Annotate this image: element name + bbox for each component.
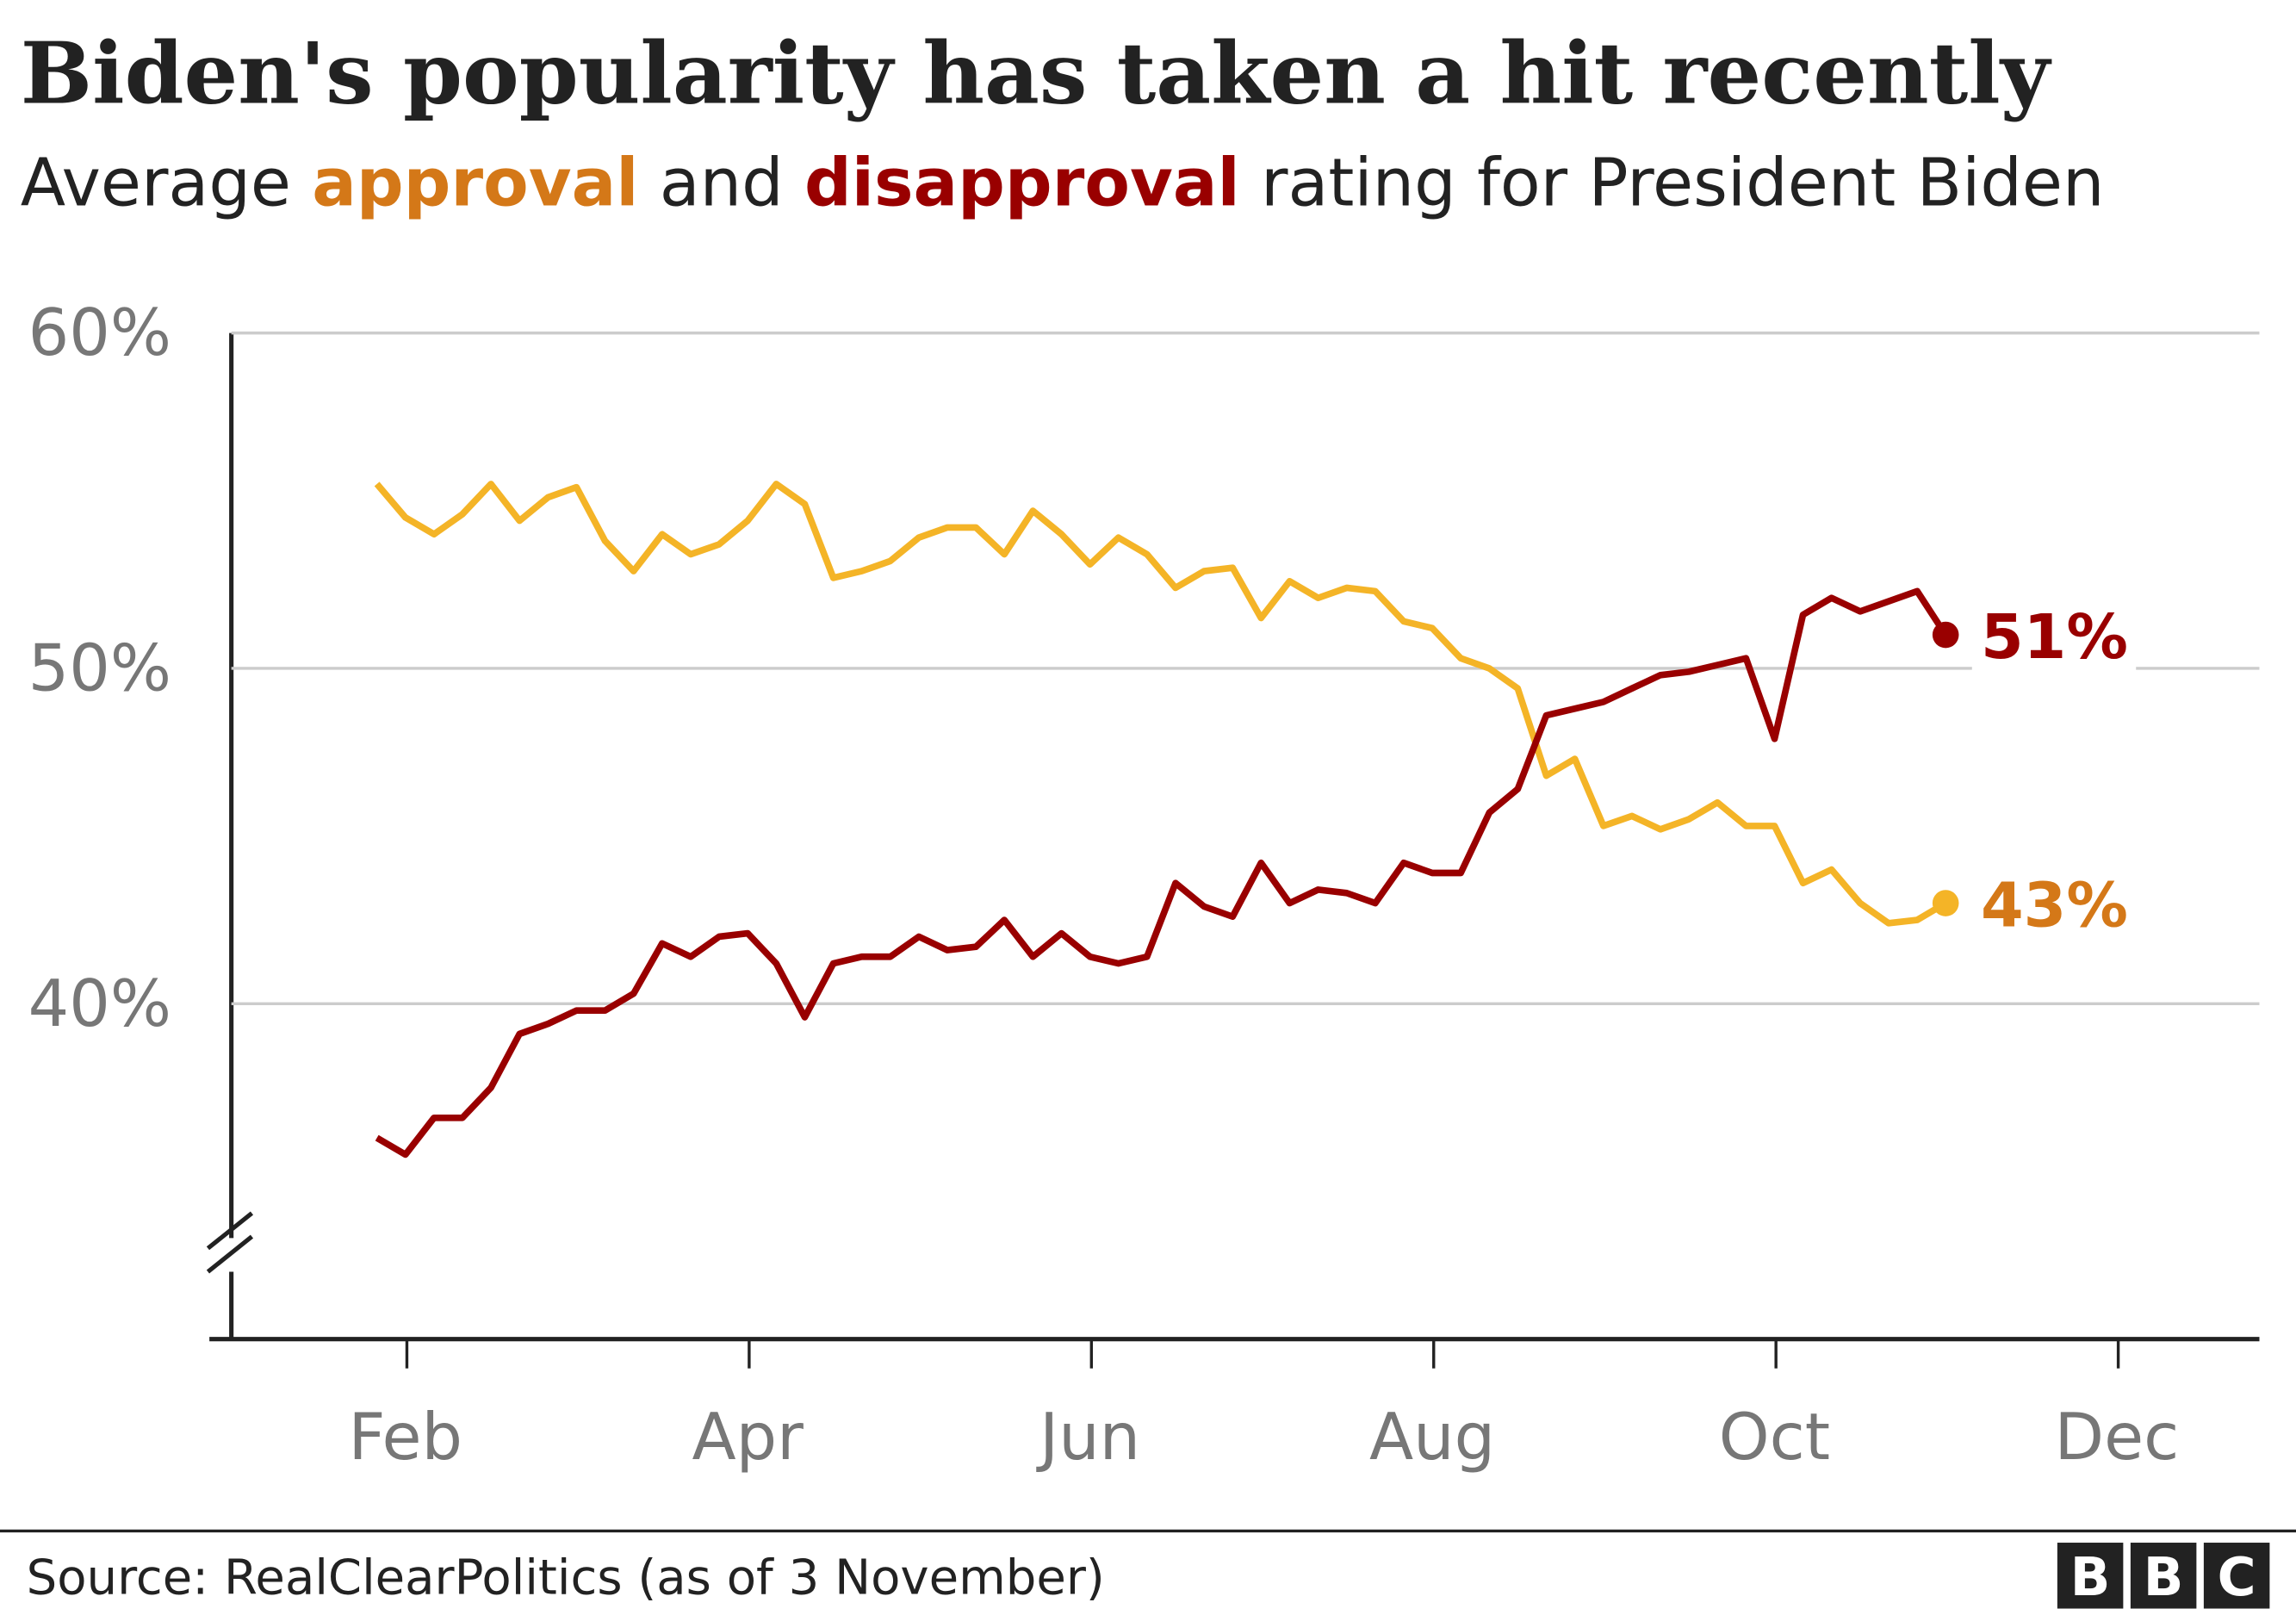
y-tick-label: 50%	[28, 630, 171, 705]
legend-entry: disapproval	[804, 146, 1240, 222]
y-tick-label: 60%	[28, 295, 171, 370]
subtitle-text: Average	[21, 146, 291, 222]
x-tick-label: Feb	[349, 1400, 462, 1475]
label-bg	[1971, 591, 2137, 680]
subtitle-text: and	[660, 146, 784, 222]
x-tick-label: Aug	[1369, 1400, 1495, 1475]
x-tick-label: Jun	[1036, 1400, 1140, 1475]
logo-letter: B	[2070, 1547, 2111, 1608]
end-point	[1932, 621, 1959, 649]
logo-box	[2057, 1543, 2124, 1609]
end-point	[1932, 890, 1959, 916]
axis-break	[206, 1234, 254, 1274]
subtitle-text: rating for President Biden	[1261, 146, 2104, 222]
y-tick-label: 40%	[28, 966, 171, 1041]
x-tick-label: Oct	[1719, 1400, 1830, 1475]
value-label: 51%	[1981, 601, 2128, 673]
legend-entry: approval	[312, 146, 638, 222]
label-bg	[1971, 859, 2137, 947]
axis-break	[206, 1211, 254, 1251]
logo-box	[2130, 1543, 2197, 1609]
logo-box	[2203, 1543, 2270, 1609]
line	[375, 587, 1949, 1158]
value-label: 43%	[1981, 870, 2128, 941]
x-tick-label: Dec	[2055, 1400, 2180, 1475]
chart-title: Biden's popularity has taken a hit recen…	[21, 24, 2052, 124]
line	[374, 481, 1948, 927]
subtitle: Average approval and disapproval rating …	[21, 146, 2105, 222]
source: Source: RealClearPolitics (as of 3 Novem…	[27, 1550, 1105, 1606]
logo-letter: B	[2144, 1547, 2184, 1608]
logo-letter: C	[2218, 1547, 2256, 1608]
x-tick-label: Apr	[692, 1400, 804, 1475]
